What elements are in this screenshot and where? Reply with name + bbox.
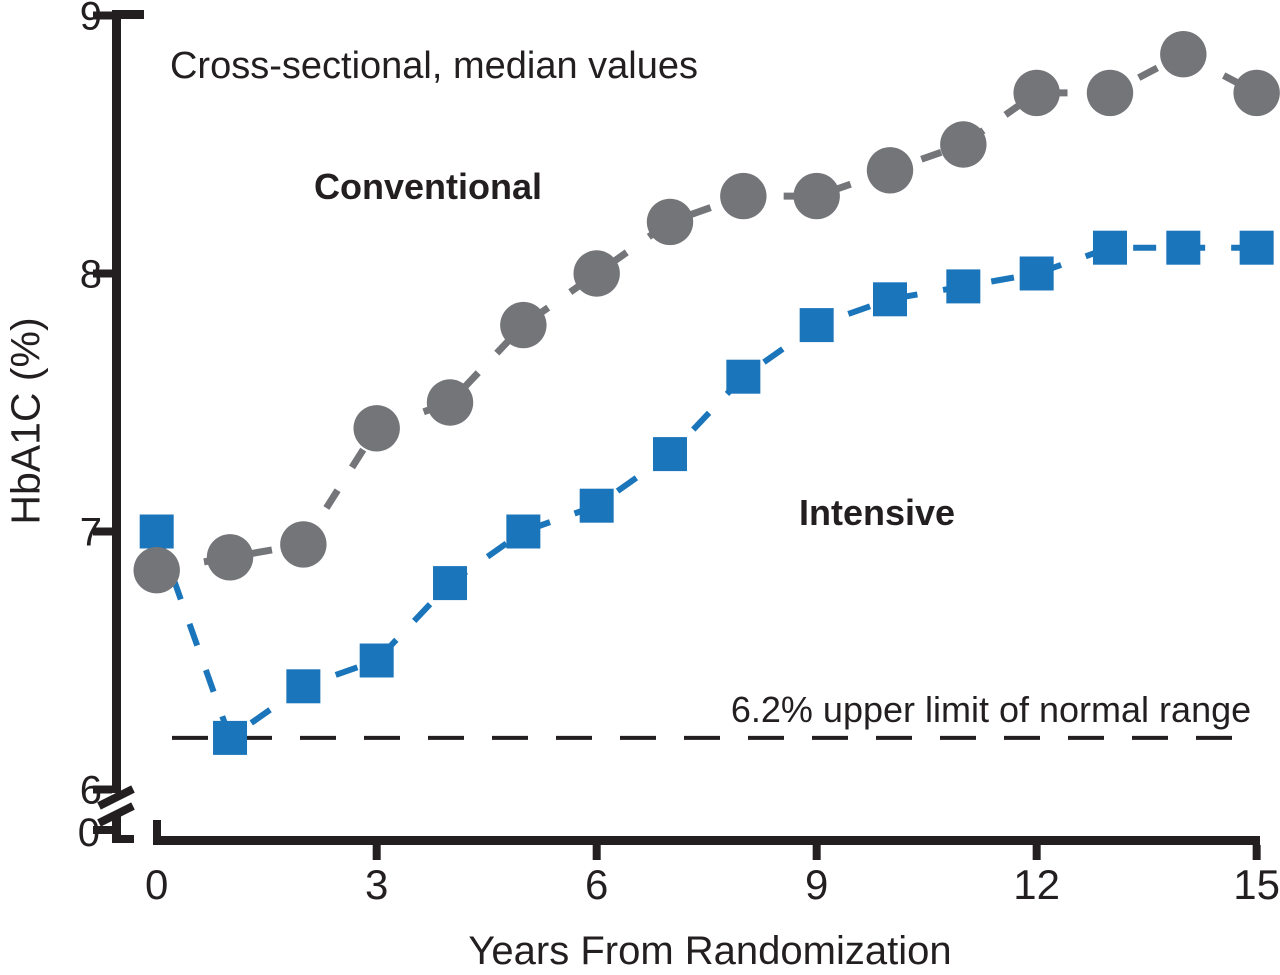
y-tick-label: 8: [80, 253, 102, 297]
intensive-point: [1092, 230, 1127, 265]
conventional-point: [500, 301, 547, 349]
conventional-point: [206, 534, 254, 581]
x-axis-line: [153, 836, 1260, 845]
conventional-point: [940, 121, 987, 168]
intensive-point: [139, 514, 174, 549]
intensive-point: [799, 308, 834, 343]
intensive-point: [1166, 230, 1201, 265]
intensive-point: [579, 488, 614, 523]
x-axis-tick: [1252, 845, 1261, 860]
x-axis-tick: [1032, 845, 1041, 860]
conventional-point: [646, 198, 694, 246]
conventional-point: [1086, 69, 1134, 117]
intensive-point: [359, 643, 394, 678]
y-axis-zero-tick: [93, 826, 112, 834]
conventional-point: [353, 405, 400, 452]
y-tick-label-zero: 0: [78, 811, 100, 855]
x-axis-left-cap: [153, 820, 161, 836]
y-axis-break-mark: [97, 785, 135, 810]
intensive-point: [286, 669, 321, 704]
intensive-point: [653, 437, 688, 472]
y-axis-tick: [93, 11, 112, 20]
x-tick-label: 0: [145, 861, 168, 908]
x-tick-label: 6: [585, 861, 608, 908]
x-axis-tick: [372, 845, 381, 860]
intensive-point: [506, 514, 541, 549]
x-tick-label: 3: [365, 861, 388, 908]
conventional-point: [1160, 31, 1207, 78]
x-tick-label: 15: [1233, 861, 1280, 908]
intensive-line: [153, 244, 1257, 743]
y-axis-tick: [93, 269, 112, 278]
intensive-point: [213, 720, 248, 755]
intensive-point: [873, 282, 907, 317]
intensive-point: [433, 566, 468, 601]
y-axis-title: HbA1C (%): [2, 317, 49, 525]
x-axis-tick: [812, 845, 821, 860]
conventional-point: [280, 521, 327, 568]
conventional-point: [426, 379, 474, 426]
y-axis-line: [112, 10, 121, 793]
conventional-point: [1013, 69, 1060, 117]
y-axis-bottom-foot: [112, 835, 134, 843]
y-axis-top-cap: [112, 10, 144, 19]
intensive-point: [1019, 256, 1054, 291]
intensive-point: [946, 269, 981, 304]
reference-line-label: 6.2% upper limit of normal range: [730, 689, 1252, 730]
y-axis-tick: [93, 785, 112, 794]
y-axis-line-below-break: [112, 814, 121, 843]
y-tick-label: 6: [80, 769, 102, 813]
series-label-conventional: Conventional: [313, 166, 543, 207]
x-axis-tick: [592, 845, 601, 860]
x-tick-label: 12: [1013, 861, 1060, 908]
conventional-point: [793, 172, 840, 220]
chart-subtitle: Cross-sectional, median values: [169, 45, 699, 87]
conventional-point: [866, 147, 914, 194]
intensive-point: [726, 359, 761, 394]
conventional-point: [720, 172, 767, 220]
conventional-point: [133, 547, 180, 594]
conventional-point: [573, 250, 620, 297]
series-label-intensive: Intensive: [798, 492, 956, 533]
x-axis-title: Years From Randomization: [468, 929, 952, 973]
conventional-line: [156, 50, 1259, 574]
y-tick-label: 7: [80, 511, 102, 555]
y-axis-tick: [93, 527, 112, 536]
y-tick-label: 9: [80, 0, 102, 39]
intensive-point: [1239, 230, 1274, 265]
x-tick-label: 9: [805, 861, 828, 908]
conventional-point: [1233, 69, 1280, 117]
